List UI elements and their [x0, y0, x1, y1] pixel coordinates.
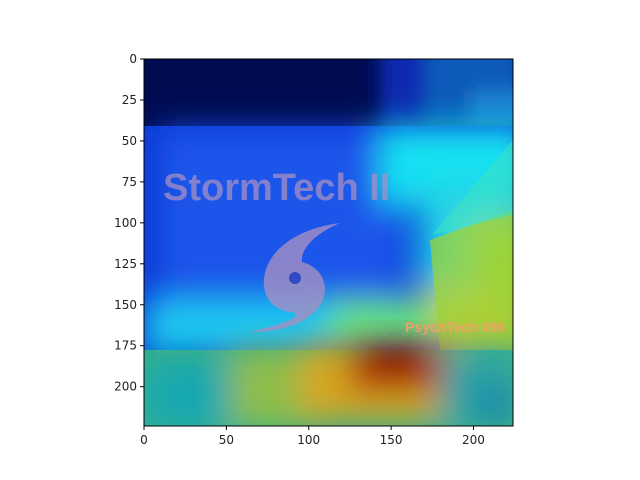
y-tick-label: 175 — [114, 339, 137, 353]
y-tick-label: 0 — [129, 52, 137, 66]
x-tick-label: 200 — [462, 433, 485, 447]
y-tick-label: 100 — [114, 216, 137, 230]
y-tick-label: 50 — [122, 134, 137, 148]
y-axis: 0 25 50 75 100 125 150 175 200 — [114, 52, 144, 394]
y-tick-label: 25 — [122, 93, 137, 107]
heatmap-image: StormTech II PsychTech #98 — [144, 59, 513, 426]
y-tick-label: 150 — [114, 298, 137, 312]
caption-text: PsychTech #98 — [405, 319, 505, 335]
y-tick-label: 75 — [122, 175, 137, 189]
hurricane-icon — [250, 223, 340, 332]
x-tick-label: 50 — [219, 433, 234, 447]
x-axis: 0 50 100 150 200 — [140, 426, 485, 447]
y-tick-label: 200 — [114, 380, 137, 394]
plot-frame — [143, 58, 514, 427]
y-tick-label: 125 — [114, 257, 137, 271]
logo-text: StormTech II — [163, 167, 390, 209]
x-tick-label: 150 — [380, 433, 403, 447]
x-tick-label: 0 — [140, 433, 148, 447]
x-tick-label: 100 — [297, 433, 320, 447]
